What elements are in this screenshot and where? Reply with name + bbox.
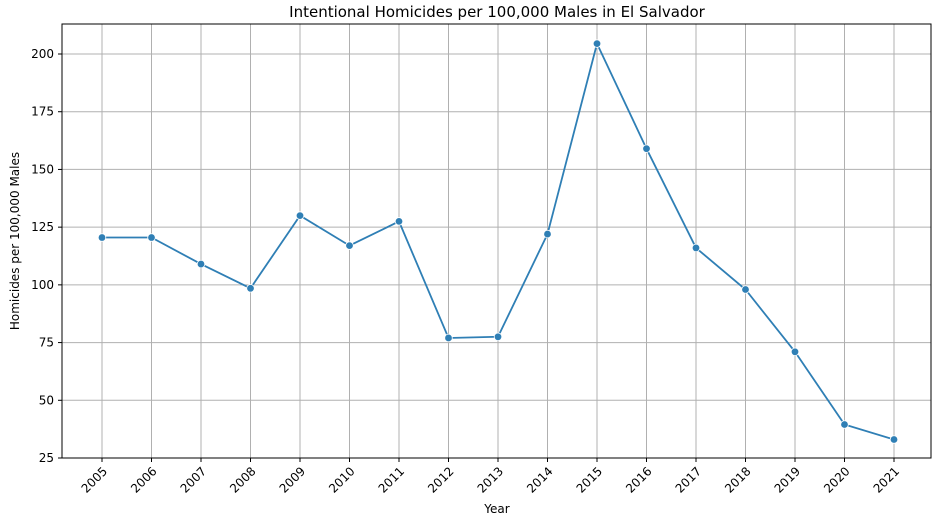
data-point (691, 243, 701, 253)
x-tick-label: 2020 (821, 464, 852, 495)
x-axis: 2005 2006 2007 2008 2009 2010 2011 2012 2013 2014… (79, 458, 902, 496)
data-point (444, 333, 453, 343)
x-tick-label: 2014 (524, 464, 555, 495)
x-tick-label: 2009 (277, 464, 308, 495)
data-point (345, 241, 354, 250)
chart-title: Intentional Homicides per 100,000 Males … (289, 3, 705, 21)
data-point (543, 229, 552, 239)
data-point (493, 332, 503, 342)
y-tick-label: 25 (39, 451, 54, 465)
x-tick-label: 2006 (128, 464, 159, 495)
series-layer (97, 39, 899, 444)
y-tick-label: 175 (31, 105, 54, 119)
data-point (790, 347, 800, 357)
data-point (394, 217, 404, 226)
data-point (642, 144, 651, 153)
data-point (246, 284, 255, 293)
data-point (592, 39, 602, 48)
x-axis-label: Year (483, 502, 509, 516)
plot-frame (61, 23, 932, 459)
x-tick-label: 2008 (227, 464, 258, 495)
y-tick-label: 75 (39, 336, 54, 350)
data-point (97, 233, 107, 242)
x-tick-label: 2007 (178, 464, 209, 495)
data-point (889, 435, 899, 444)
data-point (840, 420, 849, 429)
x-tick-label: 2021 (871, 464, 902, 495)
x-tick-label: 2005 (79, 464, 110, 495)
grid (62, 24, 931, 459)
x-tick-label: 2013 (475, 464, 506, 495)
data-point (295, 211, 305, 220)
x-tick-label: 2012 (425, 464, 456, 495)
data-point (147, 233, 156, 242)
y-tick-label: 150 (31, 162, 54, 176)
x-tick-label: 2011 (376, 464, 407, 495)
y-tick-label: 200 (31, 47, 54, 61)
x-tick-label: 2010 (326, 464, 357, 495)
x-tick-label: 2018 (722, 464, 753, 495)
y-tick-label: 50 (39, 393, 54, 407)
y-axis: 25 50 75 100 125 150 175 200 (31, 47, 62, 465)
x-tick-label: 2015 (574, 464, 605, 495)
data-point (196, 259, 206, 269)
y-tick-label: 125 (31, 220, 54, 234)
data-point (741, 285, 750, 294)
y-tick-label: 100 (31, 278, 54, 292)
x-tick-label: 2017 (673, 464, 704, 495)
y-axis-label: Homicides per 100,000 Males (8, 152, 22, 330)
x-tick-label: 2016 (623, 464, 654, 495)
x-tick-label: 2019 (772, 464, 803, 495)
